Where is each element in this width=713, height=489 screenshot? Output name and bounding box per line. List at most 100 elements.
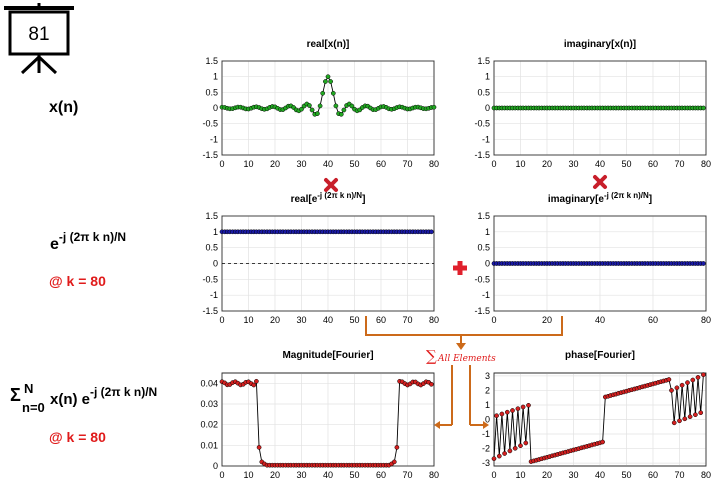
y-tick-label: -0.5 (202, 274, 218, 284)
x-tick-label: 0 (491, 470, 496, 480)
data-point (695, 375, 701, 380)
x-tick-label: 0 (219, 470, 224, 480)
x-tick-label: 40 (323, 470, 333, 480)
sum-upper-limit: N (24, 381, 33, 396)
x-tick-label: 30 (296, 159, 306, 169)
data-point (394, 445, 400, 450)
x-tick-label: 50 (621, 470, 631, 480)
x-tick-label: 40 (595, 470, 605, 480)
data-point (512, 445, 518, 451)
sum-bracket-connector (365, 316, 563, 426)
y-tick-label: -1.5 (474, 150, 490, 160)
y-tick-label: 0.5 (205, 243, 218, 253)
x-tick-label: 80 (429, 159, 439, 169)
sum-all-elements-label: ∑ All Elements (426, 347, 496, 365)
x-tick-label: 60 (648, 315, 658, 325)
y-tick-label: 0 (485, 103, 490, 113)
k-label-1: @ k = 80 (49, 273, 106, 289)
y-tick-label: 0.5 (477, 243, 490, 253)
x-tick-label: 50 (621, 159, 631, 169)
svg-text:x(n) e-j (2π k n)/N: x(n) e-j (2π k n)/N (50, 385, 157, 408)
data-point (682, 416, 688, 422)
exp-label: e-j (2π k n)/N (50, 230, 126, 253)
data-point (701, 372, 706, 378)
data-point (341, 107, 347, 113)
data-point (431, 104, 437, 110)
y-tick-label: 0 (213, 103, 218, 113)
data-point (429, 381, 434, 387)
y-tick-label: 1 (485, 227, 490, 237)
x-tick-label: 30 (568, 470, 578, 480)
data-point (494, 413, 499, 419)
data-point (317, 103, 323, 109)
data-point (504, 409, 510, 415)
data-point (499, 411, 505, 417)
multiply-icon-left (324, 178, 338, 192)
x-tick-label: 20 (270, 159, 280, 169)
y-tick-label: 1 (485, 400, 490, 410)
data-point (510, 408, 515, 413)
x-tick-label: 40 (323, 315, 333, 325)
chart-imag-xn: imaginary[x(n)]1.510.50-0.5-1-1.50 10 20 30… (474, 39, 711, 169)
y-tick-label: -1 (210, 290, 218, 300)
x-tick-label: 10 (515, 470, 525, 480)
presentation-board-icon: 81 (4, 3, 74, 75)
data-point (307, 103, 312, 108)
y-tick-label: 1 (485, 72, 490, 82)
data-point (600, 439, 605, 445)
x-tick-label: 80 (429, 315, 439, 325)
data-point (679, 382, 685, 388)
x-tick-label: 30 (568, 159, 578, 169)
x-tick-label: 40 (323, 159, 333, 169)
x-tick-label: 40 (595, 159, 605, 169)
data-point (325, 74, 331, 80)
data-point (254, 378, 259, 384)
chart-real-xn: real[x(n)]1.510.50-0.5-1-1.50 10 20 30 40 50 6… (202, 39, 439, 169)
y-tick-label: -1 (210, 134, 218, 144)
data-point (330, 90, 336, 96)
xn-label: x(n) (49, 99, 78, 116)
y-tick-label: -0.5 (474, 274, 490, 284)
y-tick-label: 0 (213, 259, 218, 269)
chart-imag-exp: imaginary[e-j (2π k n)/N] 1.5 1 0.5 0 -0.5 -1 -… (474, 191, 711, 325)
data-point (349, 103, 355, 109)
chart-title: imaginary[e-j (2π k n)/N] (548, 191, 652, 205)
x-tick-label: 20 (270, 470, 280, 480)
y-tick-label: -3 (482, 458, 490, 468)
data-point (507, 448, 513, 454)
sigma-small-icon: ∑ (426, 347, 437, 365)
exp-power: -j (2π k n)/N (59, 230, 126, 244)
y-tick-label: 0 (485, 259, 490, 269)
sum-expression: Σ N n=0 x(n) e-j (2π k n)/N (10, 381, 157, 415)
data-point (338, 111, 344, 117)
data-point (698, 410, 704, 416)
x-tick-label: 40 (595, 315, 605, 325)
y-tick-label: -1.5 (202, 306, 218, 316)
x-tick-label: 60 (648, 470, 658, 480)
y-tick-label: 0.5 (477, 87, 490, 97)
x-tick-label: 20 (542, 315, 552, 325)
data-point (491, 456, 497, 462)
x-tick-label: 70 (402, 470, 412, 480)
data-point (669, 388, 674, 393)
x-tick-label: 60 (376, 315, 386, 325)
x-tick-label: 10 (243, 315, 253, 325)
y-tick-label: 1.5 (477, 211, 490, 221)
all-elements-text: All Elements (437, 354, 496, 364)
board-number: 81 (28, 24, 49, 45)
y-tick-label: 1.5 (205, 56, 218, 66)
x-tick-label: 20 (542, 159, 552, 169)
y-tick-label: -1 (482, 134, 490, 144)
data-point (701, 105, 706, 111)
x-tick-label: 60 (376, 470, 386, 480)
data-point (333, 103, 339, 109)
data-point (320, 90, 326, 96)
x-tick-label: 50 (349, 159, 359, 169)
y-tick-label: -0.5 (474, 119, 490, 129)
y-tick-label: 1.5 (477, 56, 490, 66)
x-tick-label: 60 (376, 159, 386, 169)
x-tick-label: 60 (648, 159, 658, 169)
data-point (520, 404, 526, 410)
